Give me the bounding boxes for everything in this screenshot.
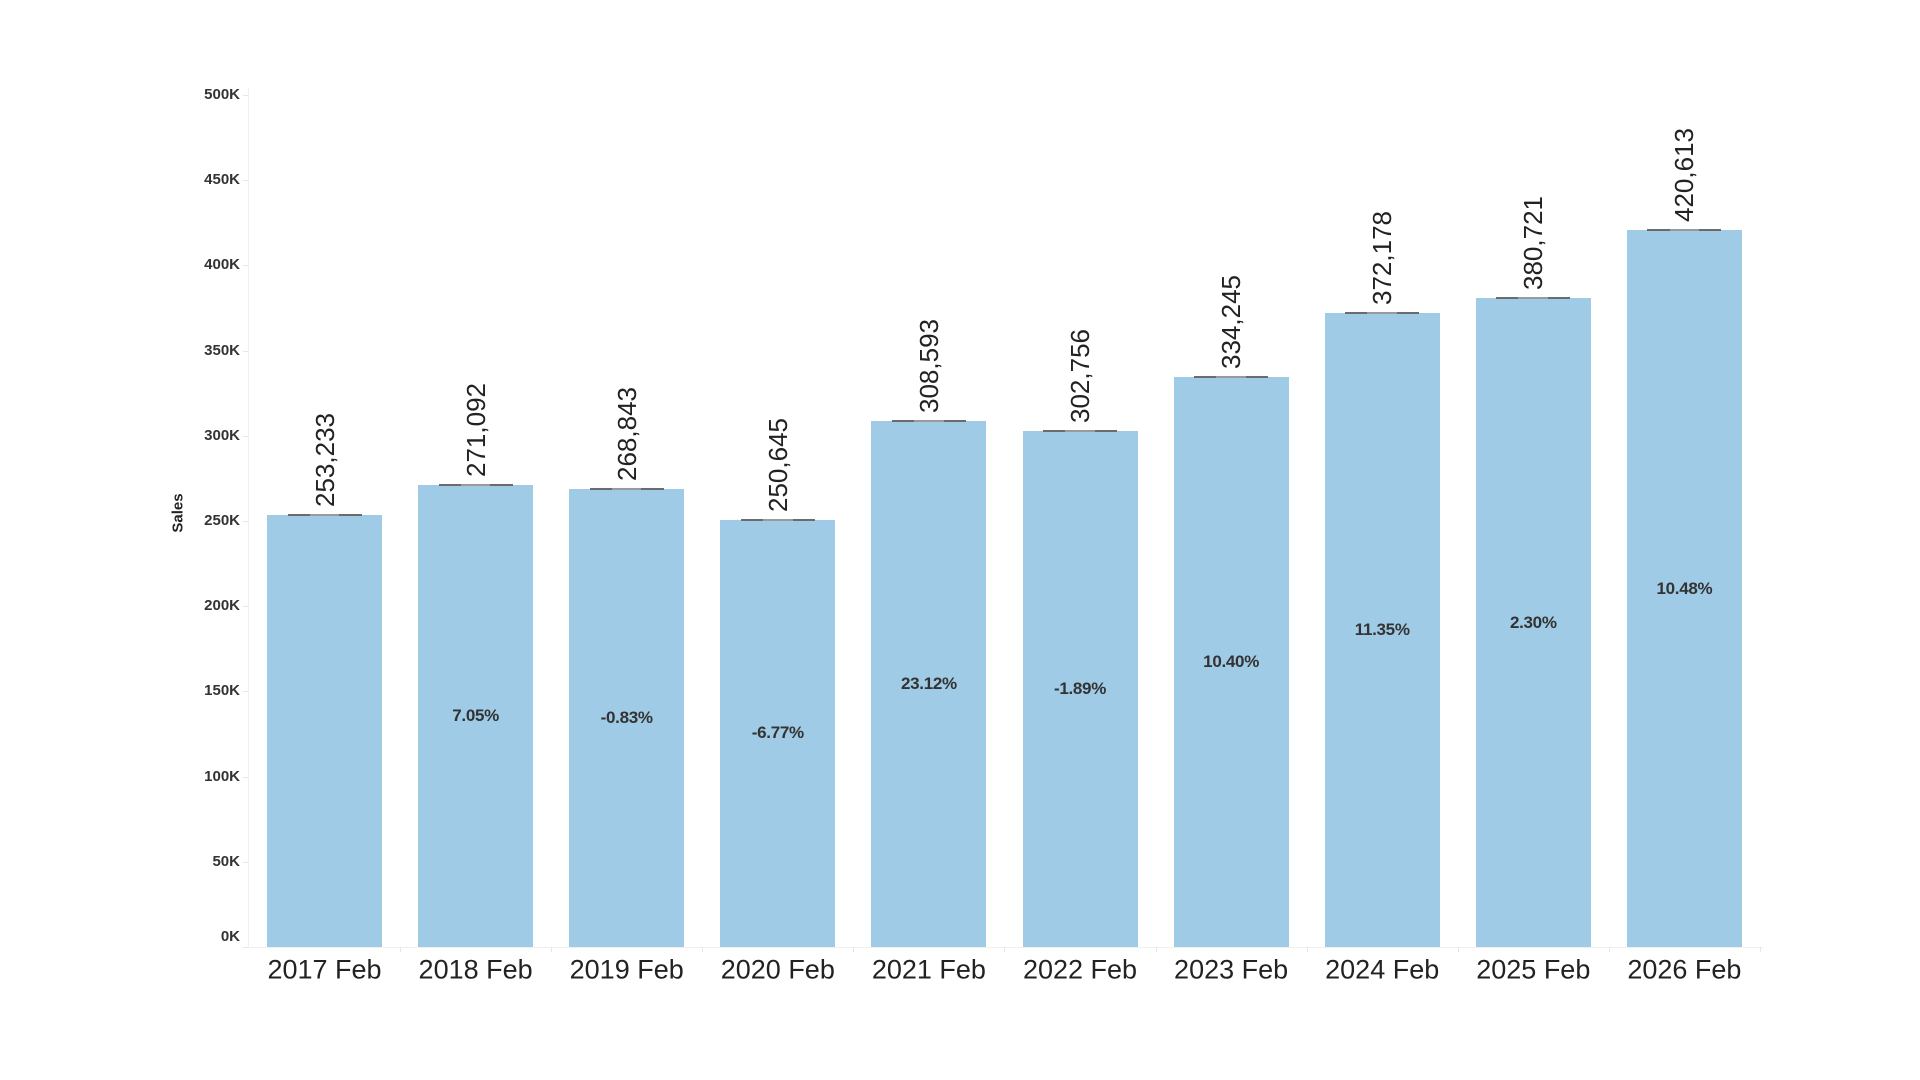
x-axis-category-label: 2019 Feb (569, 954, 684, 985)
x-axis-category-label: 2025 Feb (1476, 954, 1591, 985)
reference-line (740, 518, 815, 521)
bar-value-label: 372,178 (1367, 210, 1398, 305)
growth-percent-label: 11.35% (1354, 619, 1410, 639)
x-tick-mark (1457, 947, 1459, 952)
y-tick-mark (243, 776, 248, 778)
bar[interactable] (418, 485, 534, 947)
bar[interactable] (1022, 431, 1138, 947)
y-tick-label: 500K (204, 86, 240, 103)
x-tick-mark (1155, 947, 1157, 952)
y-axis-line (248, 88, 249, 948)
y-tick-label: 300K (204, 426, 240, 444)
y-tick-mark (243, 350, 248, 352)
y-tick-mark (243, 95, 248, 96)
x-axis-category-label: 2022 Feb (1022, 954, 1138, 985)
reference-line (589, 487, 664, 490)
reference-line (891, 420, 966, 423)
bar-value-label: 268,843 (611, 386, 642, 481)
growth-percent-label: 7.05% (452, 706, 499, 726)
y-tick-mark (243, 180, 248, 182)
y-tick-label: 50K (212, 852, 240, 870)
x-axis-category-label: 2023 Feb (1174, 954, 1289, 985)
bar[interactable] (569, 488, 685, 947)
x-tick-mark (1608, 947, 1610, 952)
bar-value-label: 253,233 (309, 413, 340, 508)
bar-value-label: 420,613 (1669, 128, 1700, 223)
bar-value-label: 302,756 (1065, 329, 1095, 424)
bar[interactable] (1626, 230, 1742, 947)
x-tick-mark (1759, 947, 1761, 952)
x-axis-category-label: 2021 Feb (871, 954, 986, 985)
y-tick-label: 400K (204, 256, 240, 274)
bar-value-label: 271,092 (460, 383, 491, 478)
x-axis-line (248, 947, 1763, 948)
growth-percent-label: 10.40% (1203, 652, 1260, 672)
reference-line (1345, 311, 1420, 314)
x-axis-category-label: 2018 Feb (418, 954, 533, 985)
growth-percent-label: 10.48% (1656, 578, 1713, 598)
y-tick-label: 100K (204, 767, 240, 785)
x-axis-category-label: 2020 Feb (720, 954, 835, 985)
bar[interactable] (720, 519, 836, 947)
growth-percent-label: 2.30% (1509, 612, 1557, 632)
reference-line (1194, 376, 1269, 379)
y-tick-label: 0K (220, 928, 240, 945)
y-tick-label: 200K (204, 597, 240, 615)
bar-value-label: 308,593 (913, 319, 944, 414)
x-tick-mark (853, 947, 855, 952)
y-tick-mark (243, 691, 248, 693)
x-tick-mark (702, 947, 704, 952)
y-tick-label: 450K (204, 171, 240, 189)
reference-line (1496, 297, 1571, 300)
x-tick-mark (400, 947, 402, 952)
growth-percent-label: -1.89% (1053, 679, 1107, 699)
growth-percent-label: 23.12% (900, 674, 957, 694)
bar[interactable] (1324, 312, 1440, 947)
y-tick-mark (243, 521, 248, 522)
growth-percent-label: -6.77% (751, 723, 804, 743)
bar-value-label: 380,721 (1518, 196, 1549, 291)
bar[interactable] (1475, 298, 1591, 947)
y-tick-mark (243, 947, 248, 948)
growth-percent-label: -0.83% (600, 707, 653, 727)
y-tick-label: 350K (204, 341, 240, 359)
reference-line (1043, 430, 1117, 433)
x-axis-category-label: 2017 Feb (267, 954, 382, 985)
x-tick-mark (1306, 947, 1308, 952)
y-tick-label: 150K (204, 682, 240, 700)
reference-line (1647, 229, 1722, 232)
y-tick-mark (243, 606, 248, 608)
x-axis-category-label: 2026 Feb (1627, 954, 1742, 985)
bar[interactable] (1173, 377, 1289, 947)
bar[interactable] (871, 421, 987, 947)
y-tick-label: 250K (204, 512, 240, 529)
x-tick-mark (551, 947, 553, 952)
bar-value-label: 250,645 (762, 417, 793, 512)
y-tick-mark (243, 265, 248, 267)
y-tick-mark (243, 435, 248, 437)
reference-line (438, 484, 513, 487)
reference-line (287, 514, 362, 517)
y-tick-mark (243, 861, 248, 863)
bar-value-label: 334,245 (1216, 275, 1247, 370)
x-tick-mark (1004, 947, 1006, 952)
bar[interactable] (267, 515, 382, 947)
x-axis-category-label: 2024 Feb (1325, 954, 1440, 985)
